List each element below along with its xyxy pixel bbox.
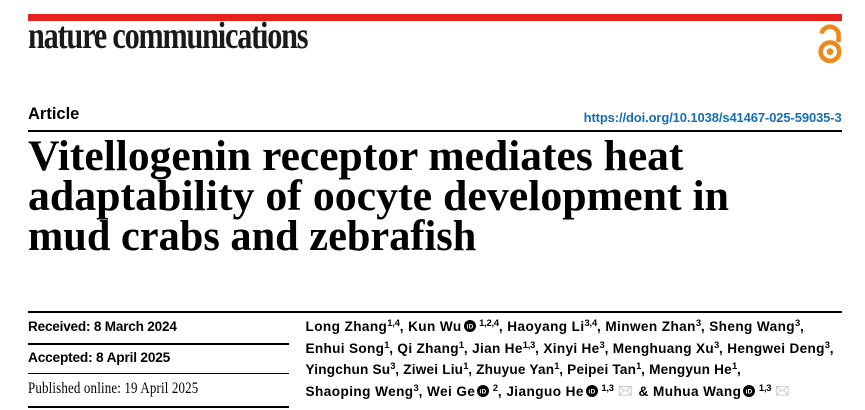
svg-text:iD: iD bbox=[588, 388, 595, 395]
svg-text:iD: iD bbox=[466, 323, 473, 330]
svg-text:iD: iD bbox=[746, 388, 753, 395]
svg-text:iD: iD bbox=[480, 388, 487, 395]
